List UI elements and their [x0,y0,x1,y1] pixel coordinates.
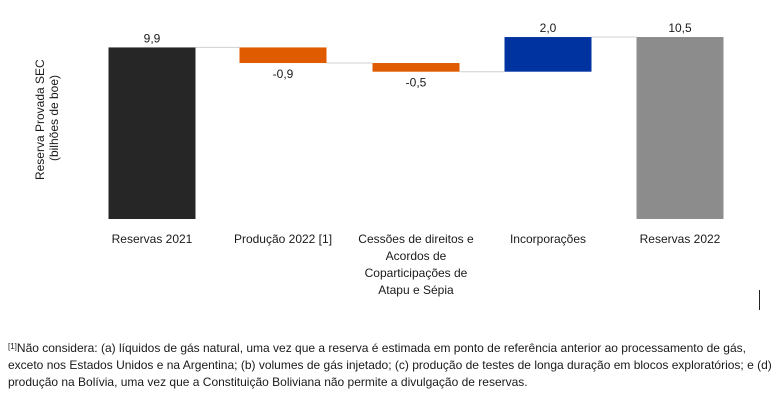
value-label-3: -0,5 [406,76,427,90]
y-axis-title: Reserva Provada SEC (bilhões de boe) [33,56,61,180]
text-cursor [759,290,760,310]
bar-4 [504,37,592,72]
value-label-4: 2,0 [540,21,557,35]
y-axis-title-line2: (bilhões de boe) [47,75,61,161]
bar-1 [108,47,196,219]
category-label-5: Reservas 2022 [640,232,721,246]
category-label-4: Incorporações [510,232,586,246]
value-label-2: -0,9 [273,67,294,81]
waterfall-chart: Reserva Provada SEC (bilhões de boe) 9,9… [33,21,724,297]
category-label-1: Reservas 2021 [112,232,193,246]
footnote-marker: [1] [8,342,17,351]
footnote-text: Não considera: (a) líquidos de gás natur… [8,341,772,389]
footnote: [1]Não considera: (a) líquidos de gás na… [8,340,774,391]
value-label-1: 9,9 [144,31,161,45]
bar-2 [239,47,327,64]
bar-5 [636,37,724,219]
bar-series [108,37,724,219]
category-label-3: Cessões de direitos e Acordos de Copartici… [358,232,474,297]
connector-lines [195,36,637,73]
category-label-2: Produção 2022 [1] [234,232,332,246]
value-label-5: 10,5 [668,21,692,35]
value-labels: 9,9 -0,9 -0,5 2,0 10,5 [144,21,692,90]
y-axis-title-line1: Reserva Provada SEC [33,59,47,180]
category-labels: Reservas 2021 Produção 2022 [1] Cessões de… [112,232,721,297]
bar-3 [372,63,460,72]
